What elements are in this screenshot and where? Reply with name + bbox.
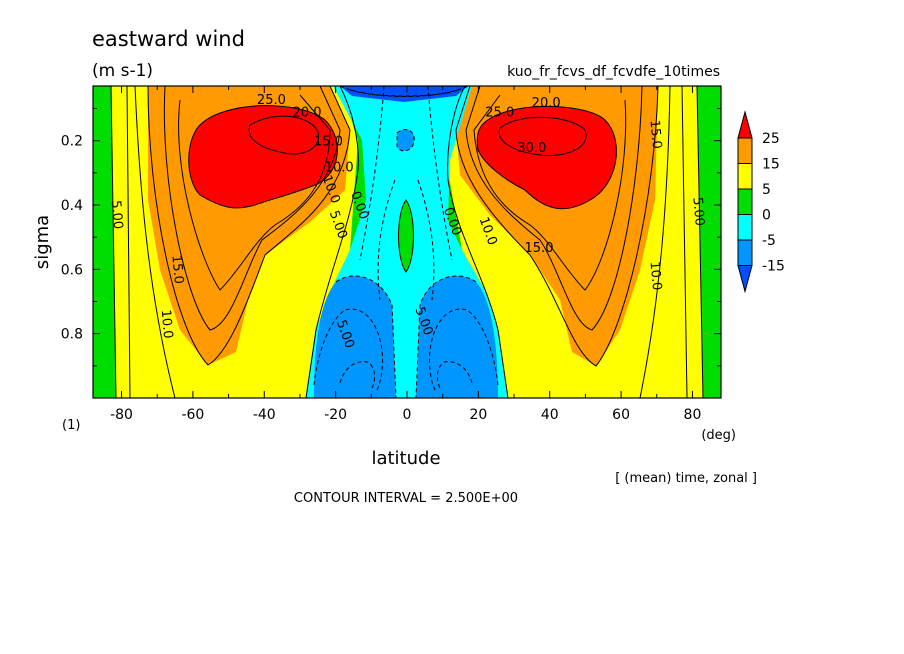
y-axis-title: sigma: [32, 215, 53, 269]
y-tick-label: 0.2: [61, 134, 83, 150]
colorbar-bottom-arrow: [737, 265, 753, 294]
x-tick-label: 0: [403, 407, 412, 423]
colorbar: 25 15 5 0 -5 -15: [737, 110, 785, 294]
run-label: kuo_fr_fcvs_df_fcvdfe_10times: [507, 64, 720, 80]
colorbar-label: 5: [762, 182, 771, 198]
x-axis: -80 -60 -40 -20 0 20 40 60 80: [110, 86, 701, 423]
chart-units: (m s-1): [92, 61, 153, 81]
contour-label: 25.0: [485, 106, 514, 121]
x-tick-label: 20: [469, 407, 487, 423]
contour-label: 25.0: [257, 93, 286, 108]
contour-label: 10.0: [647, 261, 664, 291]
center-lens: [398, 200, 414, 272]
x-tick-label: -40: [253, 407, 276, 423]
y-tick-label: 0.6: [61, 262, 83, 278]
x-axis-unit: (deg): [701, 428, 736, 443]
contour-label: 20.0: [293, 106, 322, 121]
x-tick-label: -60: [181, 407, 204, 423]
colorbar-top-arrow: [737, 110, 753, 139]
contour-label: 30.0: [517, 141, 546, 156]
positive-contours: [110, 86, 704, 398]
y-axis-unit: (1): [62, 418, 80, 433]
x-axis-title: latitude: [371, 448, 440, 469]
x-tick-label: 40: [541, 407, 559, 423]
contour-label: 10.0: [325, 160, 354, 175]
contour-label: 15.0: [168, 254, 185, 284]
top-strip: [340, 86, 468, 102]
y-axis: 0.2 0.4 0.6 0.8: [61, 108, 721, 367]
band-minus15-minus5: [314, 275, 498, 398]
contour-label: 5.00: [689, 196, 706, 226]
contour-label: 15.0: [525, 241, 554, 256]
colorbar-segment: [737, 239, 753, 266]
colorbar-label: 0: [762, 208, 771, 224]
x-tick-label: -80: [110, 407, 133, 423]
contour-label: 10.0: [158, 309, 175, 339]
contour-label: 15.0: [647, 119, 664, 149]
colorbar-segment: [737, 163, 753, 190]
colorbar-segment: [737, 137, 753, 164]
contour-field: [93, 86, 721, 398]
colorbar-label: 15: [762, 157, 780, 173]
contour-label: 20.0: [532, 96, 561, 111]
contour-label: 5.00: [108, 200, 125, 230]
x-tick-label: 80: [684, 407, 702, 423]
y-tick-label: 0.4: [61, 198, 83, 214]
averaging-note: [ (mean) time, zonal ]: [615, 471, 757, 486]
colorbar-segment: [737, 188, 753, 215]
x-tick-label: 60: [612, 407, 630, 423]
colorbar-label: 25: [762, 131, 780, 147]
contour-label: 15.0: [314, 135, 343, 150]
colorbar-label: -5: [762, 233, 776, 249]
negative-contours: [313, 86, 499, 398]
y-tick-label: 0.8: [61, 327, 83, 343]
contour-interval: CONTOUR INTERVAL = 2.500E+00: [294, 491, 518, 506]
chart-title: eastward wind: [92, 27, 245, 51]
x-tick-label: -20: [324, 407, 347, 423]
band-25-plus: [188, 105, 617, 209]
colorbar-segment: [737, 214, 753, 241]
top-jet-blue: [397, 129, 415, 151]
colorbar-label: -15: [762, 259, 785, 275]
